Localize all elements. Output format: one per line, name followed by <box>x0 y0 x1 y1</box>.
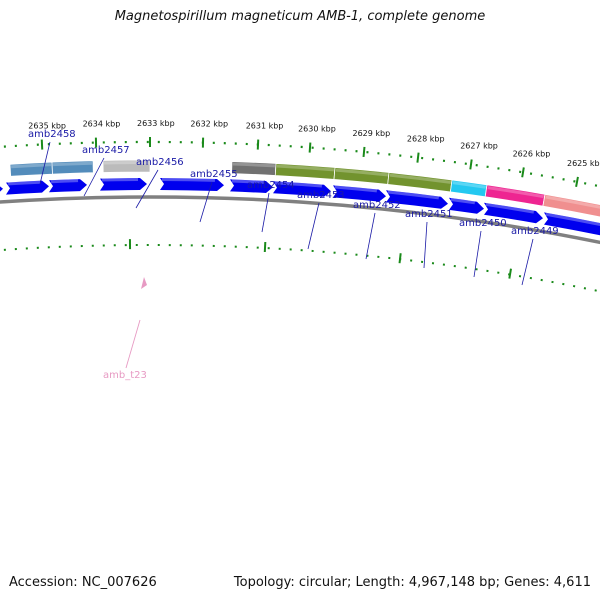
cds-highlight <box>334 185 377 193</box>
gene-leader-line <box>307 202 320 250</box>
feature-highlight <box>487 186 544 199</box>
cds-arrow <box>230 179 273 193</box>
gene-leader-line <box>261 192 270 233</box>
cds-arrow <box>49 179 87 193</box>
kbp-label: 2632 kbp <box>190 120 228 129</box>
feature-highlight <box>452 181 486 189</box>
accession-text: Accession: NC_007626 <box>9 575 157 590</box>
cds-arrow <box>449 197 484 214</box>
gene-leader-line <box>135 169 159 209</box>
cds-highlight <box>8 180 41 186</box>
trna-marker <box>141 277 147 289</box>
gene-leader-line <box>365 212 376 260</box>
kbp-label: 2635 kbp <box>28 122 66 131</box>
cds-highlight <box>102 178 138 182</box>
kbp-label: 2633 kbp <box>137 119 175 128</box>
kbp-label: 2634 kbp <box>83 120 121 129</box>
feature-segment <box>542 193 600 218</box>
gene-label: amb2449 <box>511 226 559 237</box>
topology-text: Topology: circular; Length: 4,967,148 bp… <box>233 575 591 590</box>
map-title: Magnetospirillum magneticum AMB-1, compl… <box>114 9 486 24</box>
kbp-tick <box>308 142 312 153</box>
feature-highlight <box>335 168 388 177</box>
kbp-label: 2627 kbp <box>460 142 498 151</box>
cds-highlight <box>545 212 600 227</box>
gene-label: amb2452 <box>353 200 401 211</box>
inner-ring-tick <box>263 241 267 253</box>
outer-dotted-ring <box>0 140 600 188</box>
trna-label: amb_t23 <box>103 370 147 381</box>
gene-leader-line <box>39 141 51 185</box>
feature-highlight <box>232 162 275 168</box>
cds-highlight <box>450 198 475 205</box>
feature-segment <box>102 159 151 173</box>
gene-label: amb2454 <box>247 180 295 191</box>
cds-arrow <box>386 190 448 209</box>
inner-dotted-ring <box>0 243 600 293</box>
feature-segment <box>51 160 94 175</box>
feature-highlight <box>389 173 451 184</box>
kbp-tick <box>469 159 473 170</box>
kbp-label: 2630 kbp <box>298 125 336 134</box>
trna-leader-line <box>125 319 141 369</box>
kbp-tick <box>521 167 525 178</box>
kbp-label: 2631 kbp <box>246 122 284 131</box>
gene-label: amb2457 <box>82 145 130 156</box>
feature-highlight <box>545 195 600 209</box>
cds-arrow <box>100 178 147 191</box>
gene-label: amb2455 <box>190 169 238 180</box>
feature-highlight <box>11 163 52 169</box>
backbone <box>0 195 600 245</box>
kbp-tick <box>362 146 366 158</box>
kbp-label: 2628 kbp <box>407 135 445 144</box>
cds-arrow <box>333 185 386 202</box>
cds-highlight <box>231 179 264 184</box>
kbp-label: 2626 kbp <box>513 150 551 159</box>
cds-arrow <box>544 212 600 236</box>
gene-leader-line <box>423 221 428 269</box>
gene-label: amb2458 <box>28 129 76 140</box>
inner-ring-tick <box>508 268 512 279</box>
kbp-label: 2629 kbp <box>353 129 391 138</box>
kbp-tick <box>575 176 579 187</box>
kbp-label: 2625 kbp <box>567 159 600 168</box>
cds-arrow <box>0 186 3 192</box>
kbp-tick <box>416 152 420 163</box>
gene-leader-line <box>473 230 482 278</box>
feature-highlight <box>53 161 93 167</box>
cds-highlight <box>485 203 534 214</box>
cds-arrow <box>6 180 49 195</box>
cds-arrow <box>484 202 543 224</box>
gene-label: amb2451 <box>405 209 453 220</box>
cds-highlight <box>387 190 439 200</box>
gene-leader-line <box>521 238 534 286</box>
gene-leader-line <box>83 157 105 197</box>
cds-arrow <box>273 181 331 197</box>
feature-highlight <box>104 161 149 165</box>
feature-highlight <box>276 164 334 172</box>
cds-highlight <box>51 179 79 184</box>
gene-leader-line <box>199 181 213 223</box>
cds-arrow <box>160 178 224 191</box>
inner-ring-tick <box>398 253 402 264</box>
gene-label: amb2456 <box>136 157 184 168</box>
cds-highlight <box>162 178 215 182</box>
gene-label: amb2450 <box>459 218 507 229</box>
gene-label: amb2453 <box>297 190 345 201</box>
cds-highlight <box>274 181 322 188</box>
